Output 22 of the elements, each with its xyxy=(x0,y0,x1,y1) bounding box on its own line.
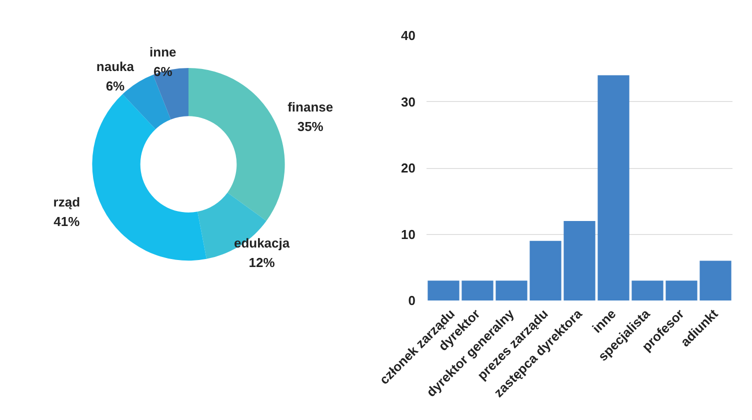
bar xyxy=(564,221,596,300)
data-label: 35% xyxy=(297,119,324,134)
slice-label: finanse xyxy=(288,100,334,115)
y-tick-label: 30 xyxy=(401,94,416,110)
bar xyxy=(598,75,630,300)
data-label: 41% xyxy=(54,214,80,230)
y-tick-label: 20 xyxy=(401,160,416,176)
slice-label: nauka xyxy=(96,58,135,74)
slice-label: inne xyxy=(150,44,176,60)
bar xyxy=(700,260,732,300)
bar xyxy=(428,280,460,300)
y-tick-label: 0 xyxy=(408,293,416,308)
bar xyxy=(462,280,494,300)
bar xyxy=(496,280,528,300)
data-label: 6% xyxy=(106,78,126,94)
bar xyxy=(530,240,562,300)
bar xyxy=(632,280,664,300)
y-tick-label: 10 xyxy=(401,226,416,242)
data-label: 12% xyxy=(248,254,276,270)
slice-label: rząd xyxy=(53,194,80,210)
y-tick-label: 40 xyxy=(401,28,416,43)
bar xyxy=(666,280,698,300)
